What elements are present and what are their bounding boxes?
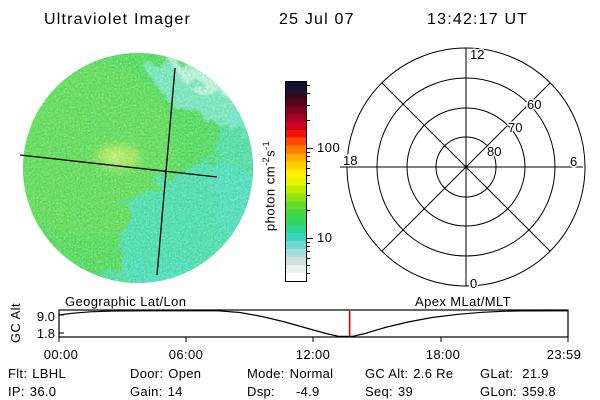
mlat-ring-label-80: 80 <box>487 144 501 159</box>
app-title: Ultraviolet Imager <box>44 11 191 28</box>
status-label-glon: GLon: <box>480 384 517 399</box>
mlat-mlt-polar-grid: 12 6 0 18 80 70 60 <box>340 46 586 293</box>
status-value-gain: 14 <box>167 384 183 399</box>
colorbar-tick <box>306 257 310 259</box>
status-col-mode: Mode: Normal Dsp: -4.9 <box>247 366 333 400</box>
colorbar-tick <box>306 241 310 243</box>
colorbar-gradient <box>286 82 306 281</box>
colorbar-tick-label: 10 <box>317 230 333 245</box>
colorbar-tick <box>306 151 310 153</box>
colorbar-tick-label: 100 <box>317 140 341 155</box>
status-value-flt: LBHL <box>32 366 66 381</box>
colorbar-tick <box>306 93 310 95</box>
xtick-0600: 06:00 <box>168 347 204 362</box>
status-label-dsp: Dsp: <box>247 384 275 399</box>
status-label-gcalt: GC Alt: <box>365 366 409 381</box>
altitude-time-plot <box>58 309 569 342</box>
status-value-dsp: -4.9 <box>295 384 320 399</box>
header-time: 13:42:17 UT <box>427 11 529 28</box>
status-label-ip: IP: <box>8 384 25 399</box>
status-label-flt: Flt: <box>8 366 28 381</box>
altitude-axis-label: GC Alt <box>8 303 23 343</box>
status-value-gcalt: 2.6 Re <box>413 366 454 381</box>
mlat-ring-label-60: 60 <box>527 97 541 112</box>
crosshair-horizontal-line <box>19 154 218 178</box>
colorbar-tick <box>306 183 310 185</box>
colorbar-tick <box>306 120 310 122</box>
status-label-gain: Gain: <box>130 384 163 399</box>
plot-title-apex: Apex MLat/MLT <box>415 294 511 309</box>
uv-earth-disk-image <box>19 53 253 283</box>
status-col-glat: GLat: 21.9 GLon: 359.8 <box>480 366 556 400</box>
status-value-seq: 39 <box>397 384 414 399</box>
colorbar-tick <box>306 237 313 239</box>
status-label-seq: Seq: <box>365 384 393 399</box>
altitude-curve <box>58 310 569 337</box>
colorbar: 100 10 <box>285 81 340 282</box>
ytick-1-8: 1.8 <box>36 326 55 341</box>
colorbar-tick <box>306 147 313 149</box>
mlt-label-12: 12 <box>470 47 484 62</box>
status-value-glon: 359.8 <box>521 384 556 399</box>
colorbar-tick <box>306 210 310 212</box>
xtick-0000: 00:00 <box>43 347 79 362</box>
xtick-1800: 18:00 <box>425 347 461 362</box>
colorbar-tick <box>306 246 310 248</box>
status-label-door: Door: <box>130 366 164 381</box>
colorbar-tick <box>306 174 310 176</box>
status-value-ip: 36.0 <box>29 384 57 399</box>
plot-title-geographic: Geographic Lat/Lon <box>65 294 187 309</box>
status-value-mode: Normal <box>289 366 334 381</box>
status-label-mode: Mode: <box>247 366 285 381</box>
colorbar-unit-label: photon cm-2s-1 <box>261 140 278 232</box>
mlat-ring-label-70: 70 <box>508 120 522 135</box>
status-value-glat: 21.9 <box>522 366 549 381</box>
colorbar-tick <box>306 273 310 275</box>
polar-grid-lines <box>340 47 586 287</box>
colorbar-tick <box>306 161 310 163</box>
mlt-label-6: 6 <box>570 154 577 169</box>
status-col-flt: Flt: LBHL IP: 36.0 <box>8 366 66 400</box>
xtick-1200: 12:00 <box>295 347 331 362</box>
header-date: 25 Jul 07 <box>279 11 355 28</box>
colorbar-tick <box>306 194 310 196</box>
status-col-gcalt: GC Alt: 2.6 Re Seq: 39 <box>365 366 453 400</box>
status-col-door: Door: Open Gain: 14 <box>130 366 201 400</box>
status-value-door: Open <box>168 366 202 381</box>
colorbar-tick <box>306 167 310 169</box>
mlt-label-0: 0 <box>470 276 477 291</box>
ytick-9-0: 9.0 <box>36 309 55 324</box>
colorbar-tick <box>306 264 310 266</box>
mlt-label-18: 18 <box>343 153 357 168</box>
colorbar-tick <box>306 84 310 86</box>
colorbar-tick <box>306 156 310 158</box>
plot-frame <box>58 309 569 338</box>
colorbar-tick <box>306 104 310 106</box>
plot-ticks <box>58 314 569 342</box>
colorbar-tick <box>306 251 310 253</box>
xtick-2359: 23:59 <box>546 347 582 362</box>
disk-texture <box>23 53 253 283</box>
status-label-glat: GLat: <box>480 366 514 381</box>
